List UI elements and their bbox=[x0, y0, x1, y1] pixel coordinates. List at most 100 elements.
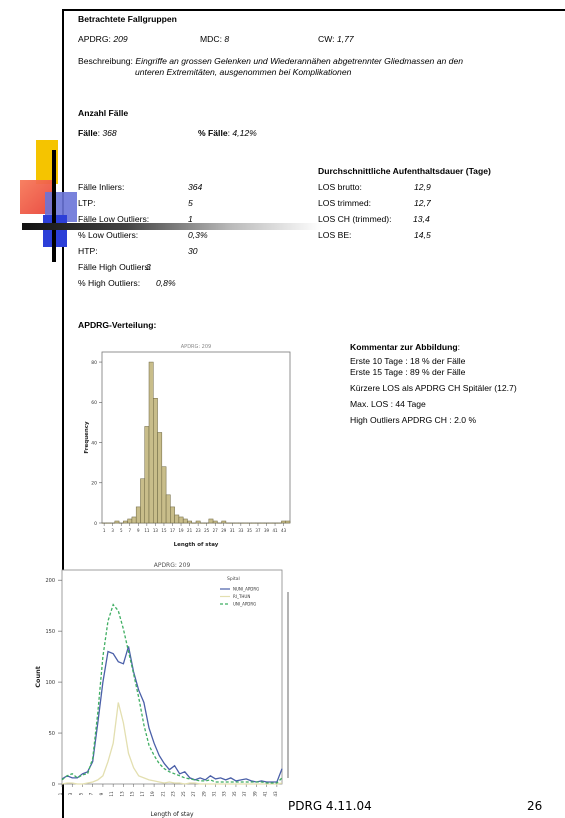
x-tick-label: 31 bbox=[230, 528, 236, 533]
y-axis-label: Count bbox=[34, 666, 42, 688]
x-tick-label: 17 bbox=[170, 528, 176, 533]
los-value: 12,9 bbox=[414, 182, 431, 192]
decorative-logo bbox=[0, 0, 330, 270]
y-tick-label: 0 bbox=[94, 521, 97, 527]
stat-value: 0,8% bbox=[156, 278, 176, 288]
y-tick-label: 0 bbox=[52, 782, 55, 788]
apdrg-label: APDRG: bbox=[78, 34, 111, 44]
kommentar-line: Erste 10 Tage : 18 % der Fälle bbox=[350, 356, 466, 366]
chart-title: APDRG: 209 bbox=[181, 344, 211, 350]
histogram-bar bbox=[153, 398, 158, 524]
los-label: LOS brutto: bbox=[318, 182, 362, 192]
x-tick-label: 35 bbox=[232, 791, 237, 797]
x-tick-label: 3 bbox=[111, 528, 114, 533]
stat-label: LTP: bbox=[78, 198, 96, 208]
histogram-bar bbox=[208, 518, 214, 524]
x-tick-label: 1 bbox=[58, 792, 63, 795]
histogram-bar bbox=[281, 520, 286, 524]
y-axis-label: Frequency bbox=[84, 421, 90, 454]
faelle-label: Fälle bbox=[78, 128, 98, 138]
histogram-bar bbox=[123, 520, 128, 524]
x-tick-label: 39 bbox=[264, 528, 270, 533]
y-tick-label: 200 bbox=[45, 578, 55, 584]
kommentar-line: High Outliers APDRG CH : 2.0 % bbox=[350, 415, 477, 425]
y-tick-label: 20 bbox=[91, 481, 97, 487]
stat-row: LTP: 5 bbox=[78, 198, 193, 214]
legend-label: NUNI_APDRG bbox=[233, 587, 259, 592]
stat-label: HTP: bbox=[78, 246, 98, 256]
stat-label: % High Outliers: bbox=[78, 278, 141, 288]
x-tick-label: 3 bbox=[68, 792, 73, 795]
mdc-value: 8 bbox=[224, 34, 230, 44]
chart-title: APDRG: 209 bbox=[154, 562, 191, 569]
los-value: 13,4 bbox=[413, 214, 430, 224]
x-tick-label: 21 bbox=[187, 528, 193, 533]
los-label: LOS CH (trimmed): bbox=[318, 214, 392, 224]
x-tick-label: 35 bbox=[247, 528, 253, 533]
kommentar: Kommentar zur Abbildung: Erste 10 Tage :… bbox=[350, 342, 517, 431]
fallgruppen-heading: Betrachtete Fallgruppen bbox=[78, 14, 177, 24]
x-tick-label: 29 bbox=[201, 791, 206, 797]
x-tick-label: 5 bbox=[120, 528, 123, 533]
y-tick-label: 80 bbox=[91, 360, 97, 366]
x-tick-label: 15 bbox=[130, 791, 135, 797]
beschreibung-text-1: Eingriffe an grossen Gelenken und Wieder… bbox=[135, 56, 464, 66]
y-tick-label: 50 bbox=[49, 731, 55, 737]
beschreibung: Beschreibung: Eingriffe an grossen Gelen… bbox=[78, 56, 463, 67]
cw-field: CW: 1,77 bbox=[318, 34, 354, 45]
y-tick-label: 60 bbox=[91, 400, 97, 406]
x-tick-label: 31 bbox=[211, 791, 216, 797]
stat-row: % High Outliers: 0,8% bbox=[78, 278, 176, 294]
histogram-bar bbox=[221, 520, 227, 524]
apdrg-field: APDRG: 209 bbox=[78, 34, 128, 45]
pct-faelle-label: % Fälle bbox=[198, 128, 228, 138]
stat-value: 364 bbox=[188, 182, 203, 192]
x-tick-label: 11 bbox=[144, 528, 150, 533]
stats-left: Fälle Inliers: 364 LTP: 5 Fälle Low Outlie… bbox=[78, 182, 208, 294]
kommentar-line: Max. LOS : 44 Tage bbox=[350, 399, 426, 409]
x-tick-label: 27 bbox=[213, 528, 219, 533]
x-tick-label: 13 bbox=[119, 791, 124, 797]
faelle-field: Fälle: 368 bbox=[78, 128, 117, 138]
legend-title: Spital bbox=[227, 576, 240, 582]
x-tick-label: 43 bbox=[273, 791, 278, 797]
histogram-bar bbox=[195, 520, 201, 524]
x-axis-label: Length of stay bbox=[151, 811, 194, 818]
x-tick-label: 23 bbox=[196, 528, 202, 533]
los-value: 12,7 bbox=[414, 198, 431, 208]
kommentar-line: Kürzere LOS als APDRG CH Spitäler (12.7) bbox=[350, 383, 517, 393]
x-tick-label: 7 bbox=[89, 792, 94, 795]
x-tick-label: 43 bbox=[281, 528, 287, 533]
stat-label: Fälle High Outliers: bbox=[78, 262, 152, 272]
histogram-bar bbox=[127, 518, 133, 524]
stats-right: LOS brutto: 12,9 LOS trimmed: 12,7 LOS CH … bbox=[318, 182, 431, 246]
plot-frame bbox=[101, 351, 291, 524]
x-tick-label: 37 bbox=[242, 791, 247, 797]
x-tick-label: 1 bbox=[103, 528, 106, 533]
x-tick-label: 37 bbox=[255, 528, 261, 533]
histogram-bar bbox=[285, 520, 291, 524]
x-tick-label: 29 bbox=[221, 528, 227, 533]
x-tick-label: 33 bbox=[222, 791, 227, 797]
histogram-bar bbox=[178, 516, 184, 524]
los-label: LOS trimmed: bbox=[318, 198, 372, 208]
kommentar-heading: Kommentar zur Abbildung bbox=[350, 342, 458, 352]
footer-label: PDRG 4.11.04 bbox=[288, 799, 372, 813]
x-tick-label: 41 bbox=[272, 528, 278, 533]
histogram-bar bbox=[135, 506, 141, 524]
x-tick-label: 7 bbox=[128, 528, 131, 533]
stat-row: Fälle Low Outliers: 1 bbox=[78, 214, 193, 230]
x-tick-label: 11 bbox=[109, 791, 114, 797]
mdc-field: MDC: 8 bbox=[200, 34, 229, 45]
apdrg-value: 209 bbox=[113, 34, 128, 44]
stat-value: 5 bbox=[188, 198, 193, 208]
left-rule bbox=[62, 9, 64, 818]
x-tick-label: 9 bbox=[137, 528, 140, 533]
x-tick-label: 27 bbox=[191, 791, 196, 797]
y-tick-label: 40 bbox=[91, 440, 97, 446]
series-line bbox=[61, 603, 283, 784]
histogram-bar bbox=[182, 518, 188, 524]
stat-row: HTP: 30 bbox=[78, 246, 198, 262]
x-tick-label: 19 bbox=[178, 528, 184, 533]
